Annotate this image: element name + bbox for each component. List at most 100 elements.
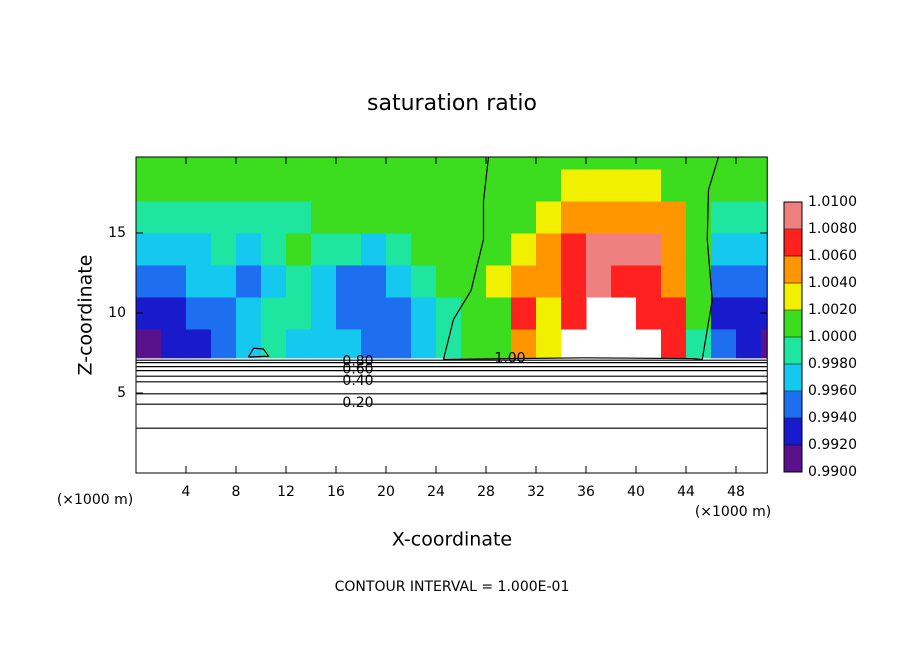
cell [736,157,762,170]
cell [411,201,437,234]
colorbar-swatch [784,229,802,257]
cell [486,297,512,330]
cell [461,297,487,330]
cell [486,233,512,266]
x-tick-label: 48 [727,484,745,500]
contour-label: 1.00 [494,350,525,366]
cell [186,169,212,202]
y-tick-label: 10 [108,305,126,321]
cell [161,169,187,202]
x-tick-label: 36 [577,484,595,500]
cell [336,201,362,234]
cell [286,169,312,202]
colorbar-swatch [784,364,802,392]
y-axis-label: Z-coordinate [75,255,97,376]
cell [661,169,687,202]
x-tick-label: 40 [627,484,645,500]
cell [136,265,162,298]
cell [336,265,362,298]
cell [336,297,362,330]
x-tick-label: 4 [182,484,191,500]
cell [261,201,287,234]
colorbar-tick-label: 1.0020 [808,302,857,318]
colorbar-tick-label: 0.9960 [808,383,857,399]
cell [436,157,462,170]
x-tick-label: 8 [232,484,241,500]
cell [711,265,737,298]
cell [536,297,562,330]
cell [511,265,537,298]
cell [236,201,262,234]
cell [486,201,512,234]
contour-label: 0.20 [342,395,373,411]
cell [186,201,212,234]
cell [411,233,437,266]
cell [511,157,537,170]
contour-line [247,347,270,358]
cell [636,157,662,170]
cell [311,297,337,330]
cell [586,201,612,234]
cell [361,233,387,266]
cell [261,265,287,298]
cell [761,201,768,234]
cell [211,157,237,170]
cell [136,201,162,234]
cell [386,297,412,330]
cell [311,265,337,298]
cell [636,265,662,298]
cell [736,297,762,330]
cell [361,297,387,330]
cell [686,297,712,330]
cell [736,265,762,298]
cell [161,157,187,170]
cell [711,297,737,330]
cell [511,201,537,234]
cell [211,169,237,202]
cell [261,169,287,202]
cell [186,297,212,330]
cell [661,233,687,266]
colorbar-tick-label: 1.0000 [808,329,857,345]
cell [236,157,262,170]
colorbar-swatch [784,310,802,338]
x-tick-label: 28 [477,484,495,500]
cell [361,329,387,359]
cell [286,233,312,266]
cell [361,169,387,202]
cell [211,329,237,359]
colorbar-swatch [784,418,802,446]
cell [511,169,537,202]
colorbar-tick-label: 0.9980 [808,356,857,372]
cell [611,201,637,234]
x-tick-label: 32 [527,484,545,500]
cell [161,265,187,298]
cell [561,169,587,202]
cell [186,157,212,170]
cell [536,329,562,359]
cell [261,233,287,266]
cell [186,329,212,359]
cell [461,329,487,359]
cell [536,157,562,170]
cell [436,169,462,202]
cell [661,297,687,330]
cell [336,169,362,202]
cell [736,329,762,359]
unit-label: (×1000 m) [57,492,133,508]
x-axis-label: X-coordinate [392,529,512,551]
cell [211,297,237,330]
cell [736,233,762,266]
colorbar-tick-label: 0.9920 [808,437,857,453]
colorbar-swatch [784,391,802,419]
cell [686,169,712,202]
field [136,157,768,359]
cell [536,265,562,298]
cell [236,329,262,359]
colorbar-swatch [784,202,802,230]
cell [661,265,687,298]
cell [761,169,768,202]
x-tick-label: 20 [377,484,395,500]
cell [586,265,612,298]
cell [286,297,312,330]
